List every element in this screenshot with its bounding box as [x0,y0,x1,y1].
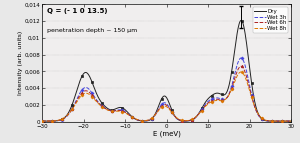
Wet 8h [284,120,287,122]
Dry [239,20,243,21]
Wet 3h [158,106,162,107]
Wet 6h [239,65,243,67]
Dry [158,101,162,103]
Text: Q = (- 1 0 13.5): Q = (- 1 0 13.5) [47,8,107,14]
Wet 8h [160,106,164,108]
Dry [289,120,293,122]
Dry [245,43,248,44]
Y-axis label: Intensity (arb. units): Intensity (arb. units) [18,31,23,95]
Wet 3h [239,57,243,59]
Wet 6h [188,119,192,121]
Wet 6h [175,117,178,119]
Dry [188,120,192,121]
Text: penetration depth ~ 150 μm: penetration depth ~ 150 μm [47,28,137,33]
Wet 8h [175,117,178,119]
Line: Wet 8h: Wet 8h [42,72,291,121]
Line: Dry: Dry [42,20,291,121]
Wet 8h [158,108,162,109]
Wet 6h [40,120,44,122]
Wet 8h [239,71,243,73]
Wet 6h [158,107,162,108]
Wet 3h [175,118,178,119]
Wet 8h [289,120,293,122]
Wet 3h [160,104,164,105]
Wet 3h [188,120,192,121]
Wet 8h [188,119,192,121]
Dry [284,120,287,122]
Wet 3h [289,120,293,122]
Dry [175,118,178,119]
Wet 8h [40,120,44,122]
Wet 8h [245,80,248,82]
X-axis label: E (meV): E (meV) [153,130,180,137]
Wet 6h [245,76,248,78]
Wet 3h [40,120,44,122]
Dry [40,120,44,122]
Wet 6h [289,120,293,122]
Legend: Dry, Wet 3h, Wet 6h, Wet 8h: Dry, Wet 3h, Wet 6h, Wet 8h [253,7,288,33]
Wet 3h [284,120,287,122]
Dry [160,98,164,99]
Line: Wet 3h: Wet 3h [42,58,291,121]
Wet 6h [160,105,164,107]
Wet 6h [284,120,287,122]
Wet 3h [245,70,248,72]
Line: Wet 6h: Wet 6h [42,66,291,121]
